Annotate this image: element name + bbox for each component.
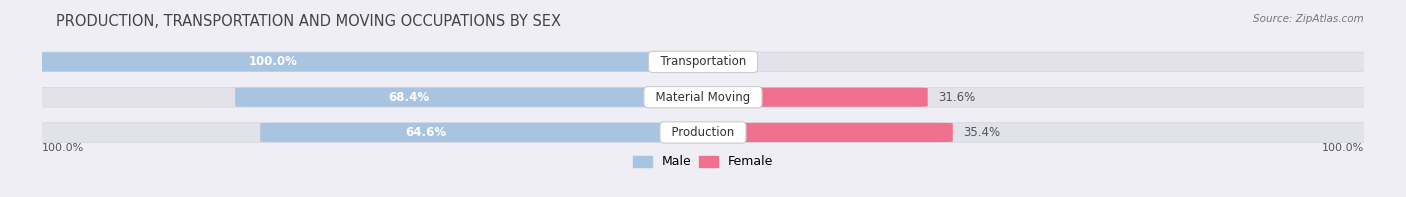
FancyBboxPatch shape [235, 88, 718, 107]
Text: 35.4%: 35.4% [963, 126, 1001, 139]
FancyBboxPatch shape [18, 52, 1388, 72]
FancyBboxPatch shape [18, 87, 1388, 107]
FancyBboxPatch shape [18, 123, 1388, 142]
Text: Source: ZipAtlas.com: Source: ZipAtlas.com [1253, 14, 1364, 24]
FancyBboxPatch shape [260, 123, 718, 142]
Text: 31.6%: 31.6% [938, 91, 976, 104]
FancyBboxPatch shape [688, 123, 953, 142]
Text: Material Moving: Material Moving [648, 91, 758, 104]
Text: 100.0%: 100.0% [42, 143, 84, 153]
Text: 68.4%: 68.4% [388, 91, 430, 104]
Text: Production: Production [664, 126, 742, 139]
FancyBboxPatch shape [688, 88, 928, 107]
Text: 100.0%: 100.0% [1322, 143, 1364, 153]
Text: 64.6%: 64.6% [405, 126, 446, 139]
Text: PRODUCTION, TRANSPORTATION AND MOVING OCCUPATIONS BY SEX: PRODUCTION, TRANSPORTATION AND MOVING OC… [56, 14, 561, 29]
FancyBboxPatch shape [27, 52, 718, 72]
Text: 100.0%: 100.0% [249, 55, 298, 68]
Text: Transportation: Transportation [652, 55, 754, 68]
Legend: Male, Female: Male, Female [628, 151, 778, 173]
